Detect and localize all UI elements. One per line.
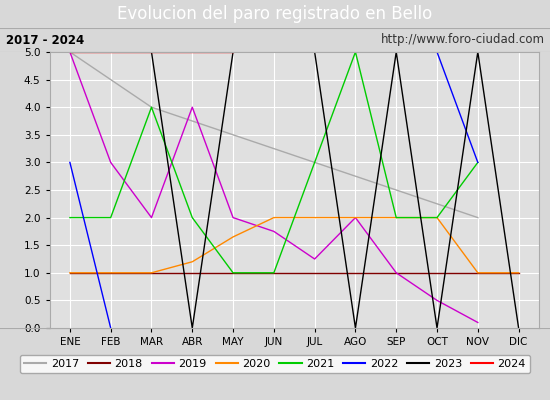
Text: http://www.foro-ciudad.com: http://www.foro-ciudad.com: [381, 34, 544, 46]
Text: 2017 - 2024: 2017 - 2024: [6, 34, 84, 46]
Text: Evolucion del paro registrado en Bello: Evolucion del paro registrado en Bello: [117, 5, 433, 23]
Legend: 2017, 2018, 2019, 2020, 2021, 2022, 2023, 2024: 2017, 2018, 2019, 2020, 2021, 2022, 2023…: [20, 354, 530, 374]
